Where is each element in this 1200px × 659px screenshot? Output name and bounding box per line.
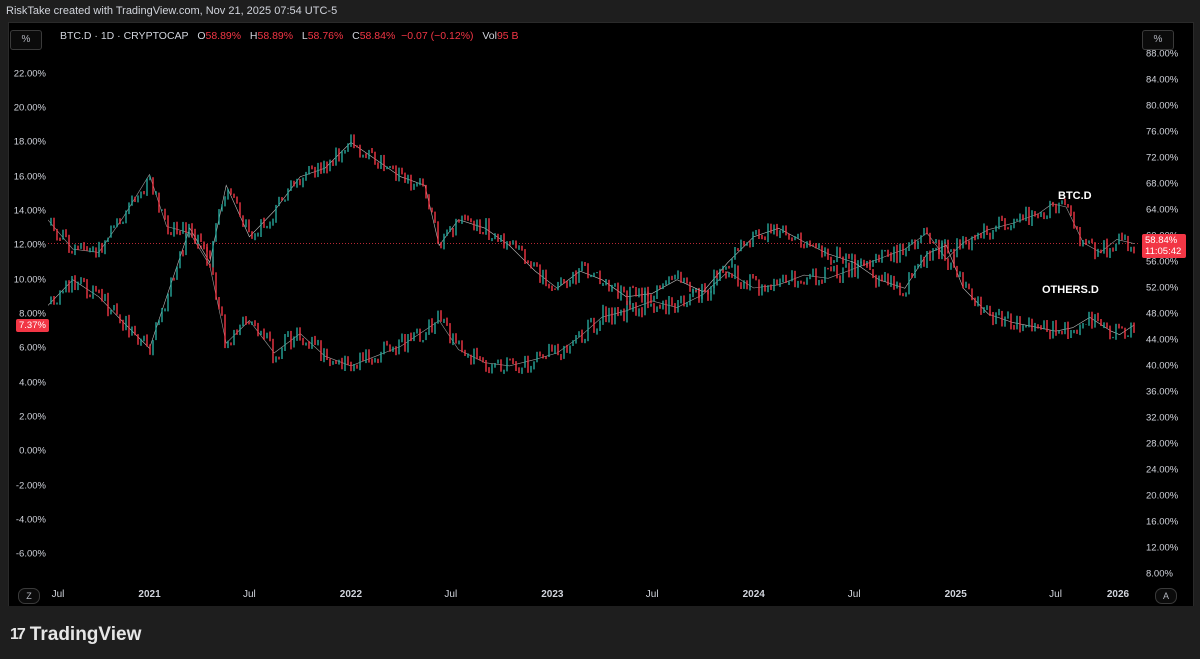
x-axis-tick-label: Jul xyxy=(1049,589,1062,600)
left-price-scale[interactable]: 22.00% 20.00% 18.00% 16.00% 14.00% 12.00% 10.0… xyxy=(8,0,46,659)
left-axis-tick-label: -2.00% xyxy=(15,480,46,492)
x-axis-tick-label: 2021 xyxy=(138,589,161,600)
left-axis-tick-label: 10.00% xyxy=(13,274,46,286)
right-axis-tick-label: 72.00% xyxy=(1146,152,1179,164)
x-axis-tick-label: 2023 xyxy=(541,589,564,600)
left-axis-tick-label: -4.00% xyxy=(15,514,46,526)
right-axis-tick-label: 12.00% xyxy=(1146,542,1179,554)
left-axis-tick-label: 12.00% xyxy=(13,239,46,251)
right-axis-tick-label: 36.00% xyxy=(1146,386,1179,398)
right-axis-tick-label: 48.00% xyxy=(1146,308,1179,320)
volume-label: Vol xyxy=(482,30,497,42)
right-axis-tick-label: 8.00% xyxy=(1146,568,1173,579)
left-scale-button[interactable]: % xyxy=(10,30,42,50)
btc-d-series-label: BTC.D xyxy=(1058,190,1092,202)
right-axis-tick-label: 44.00% xyxy=(1146,334,1179,346)
header-title: RiskTake created with TradingView.com, N… xyxy=(6,5,338,17)
right-axis-tick-label: 32.00% xyxy=(1146,412,1179,424)
left-axis-tick-label: 20.00% xyxy=(13,102,46,114)
btc-d-series xyxy=(48,173,1135,374)
right-axis-tick-label: 64.00% xyxy=(1146,204,1179,216)
others-d-series-label: OTHERS.D xyxy=(1042,284,1099,296)
tradingview-logo[interactable]: 17 TradingView xyxy=(10,624,141,646)
right-axis-tick-label: 68.00% xyxy=(1146,178,1179,190)
right-axis-tick-label: 84.00% xyxy=(1146,74,1179,86)
close-value: 58.84% xyxy=(359,30,396,42)
right-current-value-badge: 58.84% 11:05:42 xyxy=(1142,234,1186,258)
x-axis-tick-label: 2024 xyxy=(742,589,765,600)
top-bar: RiskTake created with TradingView.com, N… xyxy=(0,0,1200,22)
auto-scale-button[interactable]: A xyxy=(1155,588,1177,604)
right-axis-tick-label: 56.00% xyxy=(1146,256,1179,268)
left-axis-tick-label: 14.00% xyxy=(13,205,46,217)
left-axis-tick-label: 0.00% xyxy=(19,445,46,457)
change-value: −0.07 (−0.12%) xyxy=(401,30,474,42)
right-axis-tick-label: 28.00% xyxy=(1146,438,1179,450)
footer: 17 TradingView xyxy=(0,606,1200,659)
right-axis-tick-label: 24.00% xyxy=(1146,464,1179,476)
left-axis-tick-label: -6.00% xyxy=(15,548,46,560)
right-axis-tick-label: 76.00% xyxy=(1146,126,1179,138)
low-value: 58.76% xyxy=(307,30,344,42)
open-value: 58.89% xyxy=(205,30,242,42)
symbol-name[interactable]: BTC.D · 1D · CRYPTOCAP xyxy=(60,30,189,42)
left-axis-tick-label: 6.00% xyxy=(19,342,46,354)
right-scale-button[interactable]: % xyxy=(1142,30,1174,50)
volume-value: 95 B xyxy=(496,30,519,42)
left-axis-tick-label: 2.00% xyxy=(19,411,46,423)
left-axis-tick-label: 4.00% xyxy=(19,377,46,389)
right-axis-tick-label: 40.00% xyxy=(1146,360,1179,372)
left-axis-tick-label: 16.00% xyxy=(13,171,46,183)
series-line xyxy=(48,173,1135,367)
left-axis-tick-label: 8.00% xyxy=(19,308,46,320)
x-axis-tick-label: Jul xyxy=(51,589,65,600)
right-axis-tick-label: 88.00% xyxy=(1146,48,1179,60)
zoom-reset-button[interactable]: Z xyxy=(18,588,40,604)
time-axis[interactable]: Jul 2021 Jul 2022 Jul 2023 Jul 2024 Jul 2025 Jul 20… xyxy=(48,586,1140,604)
left-current-value-badge: 7.37% xyxy=(16,319,49,332)
right-axis-tick-label: 52.00% xyxy=(1146,282,1179,294)
open-label: O xyxy=(197,30,206,42)
chart-plot-area[interactable] xyxy=(48,48,1140,580)
x-axis-tick-label: Jul xyxy=(645,589,659,600)
x-axis-tick-label: Jul xyxy=(242,589,256,600)
high-value: 58.89% xyxy=(257,30,294,42)
low-label: L xyxy=(301,30,308,42)
tradingview-logo-text: TradingView xyxy=(29,624,142,645)
x-axis-tick-label: 2025 xyxy=(944,589,967,600)
tradingview-logo-icon: 17 xyxy=(10,626,26,643)
x-axis-tick-label: 2022 xyxy=(339,589,363,600)
close-label: C xyxy=(352,30,360,42)
right-axis-tick-label: 80.00% xyxy=(1146,100,1179,112)
left-axis-tick-label: 18.00% xyxy=(13,136,46,148)
right-badge-countdown: 11:05:42 xyxy=(1145,246,1182,257)
left-axis-tick-label: 22.00% xyxy=(13,68,46,80)
others-d-series xyxy=(48,134,1135,356)
x-axis-tick-label: Jul xyxy=(444,589,458,600)
series-line xyxy=(48,142,1135,349)
right-axis-tick-label: 16.00% xyxy=(1146,516,1179,528)
right-badge-value: 58.84% xyxy=(1145,235,1178,246)
symbol-legend: BTC.D · 1D · CRYPTOCAP O58.89% H58.89% L… xyxy=(60,30,519,42)
right-axis-tick-label: 20.00% xyxy=(1146,490,1179,502)
high-label: H xyxy=(249,30,258,42)
x-axis-tick-label: 2026 xyxy=(1106,589,1130,600)
right-price-scale[interactable]: 88.00% 84.00% 80.00% 76.00% 72.00% 68.00% 64.0… xyxy=(1146,0,1192,659)
x-axis-tick-label: Jul xyxy=(847,589,861,600)
